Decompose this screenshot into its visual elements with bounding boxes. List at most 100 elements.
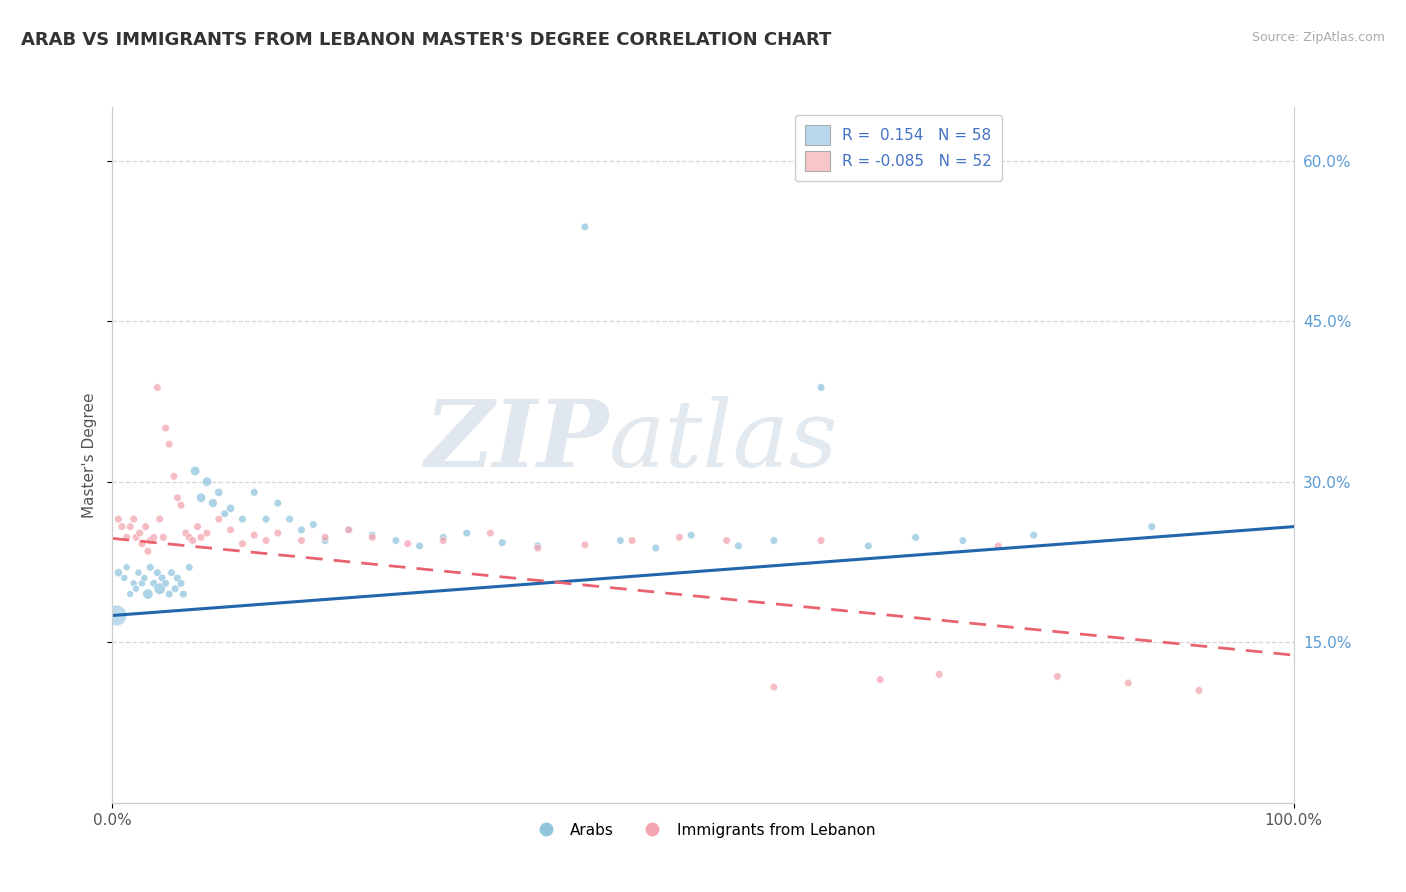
Point [762, 533, 785, 548]
Point [135, 519, 157, 533]
Point [644, 541, 666, 555]
Point [621, 533, 644, 548]
Point [904, 530, 927, 544]
Point [115, 530, 138, 544]
Point [160, 566, 183, 580]
Text: ZIP: ZIP [425, 396, 609, 486]
Point [139, 533, 162, 548]
Point [254, 512, 277, 526]
Point [115, 560, 138, 574]
Point [172, 587, 194, 601]
Point [858, 539, 880, 553]
Point [928, 667, 950, 681]
Point [201, 496, 224, 510]
Point [314, 533, 336, 548]
Point [157, 587, 180, 601]
Point [952, 533, 974, 548]
Point [111, 519, 134, 533]
Point [208, 485, 231, 500]
Point [214, 507, 236, 521]
Point [574, 538, 596, 552]
Point [155, 576, 177, 591]
Point [267, 496, 290, 510]
Point [105, 608, 128, 623]
Point [762, 680, 785, 694]
Legend: Arabs, Immigrants from Lebanon: Arabs, Immigrants from Lebanon [524, 817, 882, 844]
Point [149, 582, 172, 596]
Point [120, 587, 142, 601]
Point [142, 530, 165, 544]
Point [668, 530, 690, 544]
Point [254, 533, 277, 548]
Point [1116, 676, 1139, 690]
Point [146, 566, 169, 580]
Point [190, 530, 212, 544]
Point [131, 537, 153, 551]
Point [219, 523, 242, 537]
Point [385, 533, 408, 548]
Point [231, 512, 253, 526]
Point [195, 526, 218, 541]
Point [361, 528, 384, 542]
Point [716, 533, 738, 548]
Point [170, 498, 193, 512]
Point [190, 491, 212, 505]
Point [142, 576, 165, 591]
Point [179, 560, 201, 574]
Point [195, 475, 218, 489]
Point [987, 539, 1010, 553]
Point [681, 528, 703, 542]
Point [278, 512, 301, 526]
Point [149, 512, 172, 526]
Point [174, 526, 197, 541]
Point [166, 571, 188, 585]
Point [166, 491, 188, 505]
Point [432, 530, 454, 544]
Point [526, 539, 548, 553]
Point [107, 512, 129, 526]
Point [165, 582, 187, 596]
Point [152, 530, 174, 544]
Point [408, 539, 430, 553]
Point [231, 537, 253, 551]
Point [727, 539, 749, 553]
Point [290, 523, 312, 537]
Point [184, 464, 207, 478]
Point [267, 526, 290, 541]
Point [131, 576, 153, 591]
Point [337, 523, 360, 537]
Point [361, 530, 384, 544]
Point [1140, 519, 1163, 533]
Point [456, 526, 478, 541]
Point [128, 526, 150, 541]
Point [181, 533, 204, 548]
Point [1046, 669, 1069, 683]
Point [290, 533, 312, 548]
Text: Source: ZipAtlas.com: Source: ZipAtlas.com [1251, 31, 1385, 45]
Point [1022, 528, 1045, 542]
Point [122, 576, 145, 591]
Text: ARAB VS IMMIGRANTS FROM LEBANON MASTER'S DEGREE CORRELATION CHART: ARAB VS IMMIGRANTS FROM LEBANON MASTER'S… [21, 31, 831, 49]
Point [396, 537, 419, 551]
Point [337, 523, 360, 537]
Text: atlas: atlas [609, 396, 838, 486]
Point [574, 219, 596, 234]
Point [127, 566, 149, 580]
Point [243, 485, 266, 500]
Point [139, 560, 162, 574]
Y-axis label: Master's Degree: Master's Degree [82, 392, 97, 517]
Point [134, 571, 156, 585]
Point [609, 533, 631, 548]
Point [155, 421, 177, 435]
Point [112, 571, 135, 585]
Point [314, 530, 336, 544]
Point [491, 535, 513, 549]
Point [526, 541, 548, 555]
Point [243, 528, 266, 542]
Point [136, 544, 159, 558]
Point [1188, 683, 1211, 698]
Point [107, 566, 129, 580]
Point [186, 519, 208, 533]
Point [219, 501, 242, 516]
Point [170, 576, 193, 591]
